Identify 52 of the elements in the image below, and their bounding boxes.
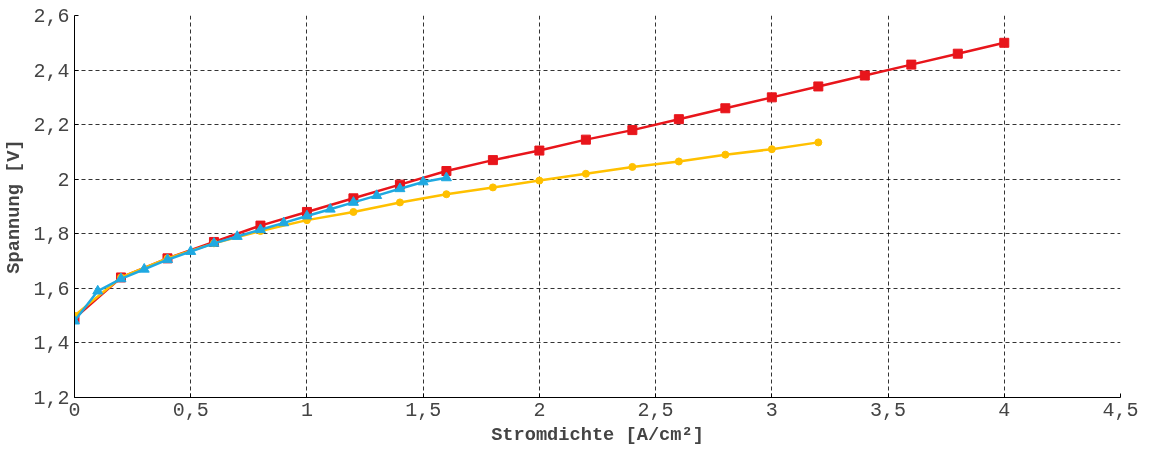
point (535, 176, 544, 185)
x-tick-label: 3 (765, 398, 778, 422)
y-tick-label: 2,6 (33, 5, 70, 28)
y-tick-label: 2 (57, 168, 70, 192)
x-axis-title: Stromdichte [A/cm²] (491, 423, 704, 446)
point (721, 150, 730, 159)
point (442, 190, 451, 199)
point (906, 59, 917, 70)
x-tick-label: 3,5 (870, 398, 907, 422)
x-tick-label: 1 (300, 398, 313, 422)
point (349, 207, 358, 216)
point (324, 202, 336, 213)
point (673, 114, 684, 125)
point (952, 48, 963, 59)
point (674, 157, 683, 166)
x-tick-label: 4,5 (1102, 398, 1139, 422)
point (534, 145, 545, 156)
y-tick-label: 1,6 (33, 277, 70, 301)
point (278, 216, 290, 227)
point (999, 37, 1010, 48)
point (814, 138, 823, 147)
point (417, 175, 429, 186)
x-tick-label: 2,5 (637, 398, 674, 422)
point (395, 198, 404, 207)
point (231, 230, 243, 240)
x-tick-label: 1,5 (405, 398, 442, 422)
y-tick-label: 2,4 (33, 59, 70, 83)
point (138, 262, 150, 273)
point (92, 284, 104, 295)
x-tick-label: 0,5 (172, 398, 209, 422)
point (859, 70, 870, 81)
x-tick-label: 2 (533, 398, 546, 422)
y-tick-label: 1,2 (33, 387, 70, 410)
point (766, 92, 777, 103)
point (371, 189, 383, 199)
y-tick-label: 1,8 (33, 223, 70, 247)
point (440, 171, 452, 182)
point (580, 134, 591, 145)
y-tick-label: 2,2 (33, 114, 70, 138)
y-tick-label: 1,4 (33, 332, 70, 356)
point (581, 169, 590, 178)
point (185, 245, 197, 255)
point (813, 81, 824, 92)
x-tick-label: 4 (998, 398, 1011, 422)
point (720, 103, 731, 114)
point (487, 155, 498, 166)
point (767, 145, 776, 154)
point (627, 125, 638, 136)
x-tick-label: 0 (68, 398, 81, 422)
y-axis-title: Spannung [V] (3, 139, 26, 274)
point (628, 162, 637, 171)
point (488, 183, 497, 192)
